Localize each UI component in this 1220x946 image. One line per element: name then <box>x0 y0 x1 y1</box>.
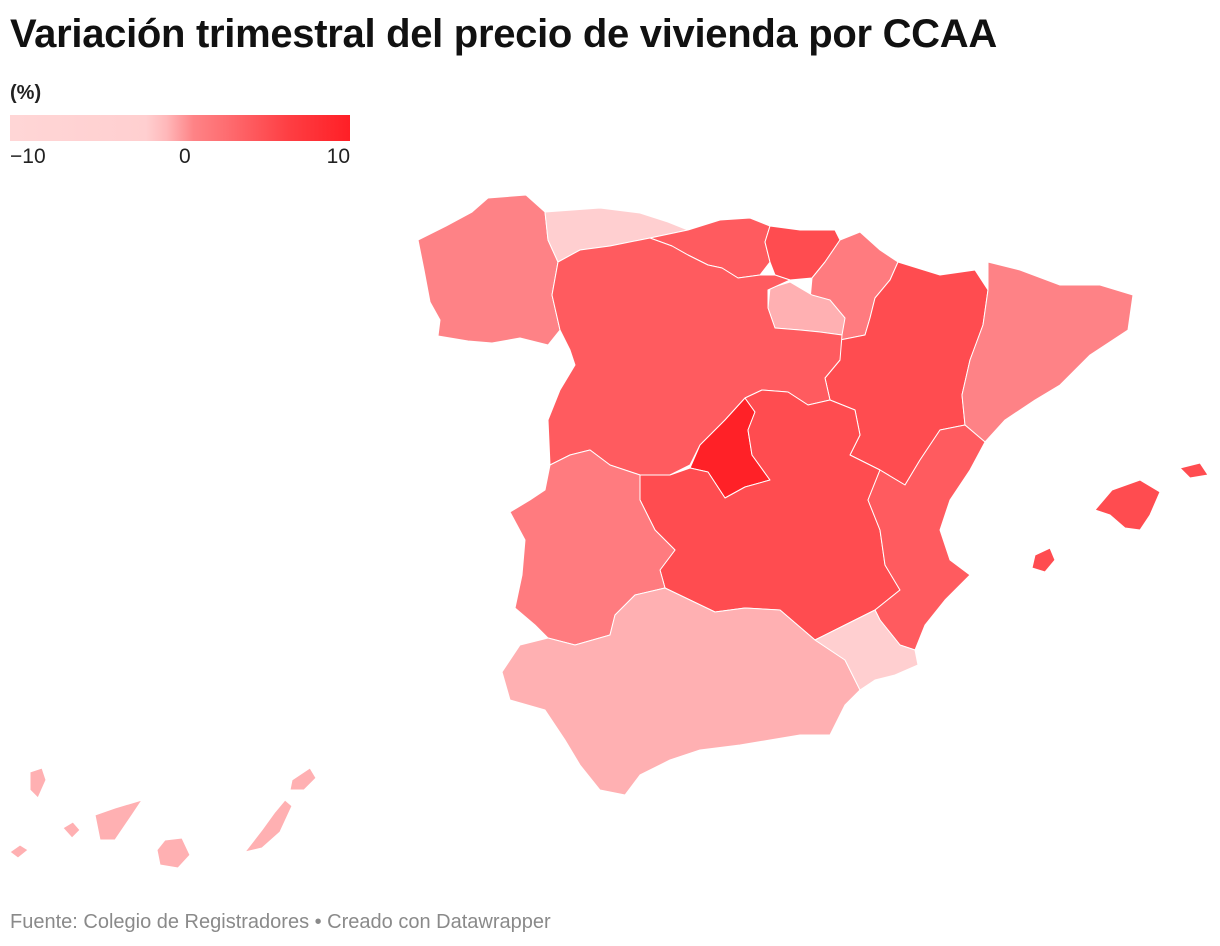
color-legend: (%) −10 0 10 <box>10 82 350 171</box>
legend-tick-min: −10 <box>10 145 46 168</box>
legend-ticks: −10 0 10 <box>10 145 350 171</box>
region-menorca[interactable] <box>1179 462 1209 479</box>
legend-gradient-bar <box>10 115 350 141</box>
region-el-hierro[interactable] <box>9 844 29 859</box>
region-gran-canaria[interactable] <box>156 837 191 869</box>
region-tenerife[interactable] <box>94 799 143 841</box>
region-andalucia[interactable] <box>501 587 861 796</box>
region-lanzarote[interactable] <box>289 767 317 791</box>
legend-unit: (%) <box>10 82 42 104</box>
spain-choropleth-map <box>9 194 1209 869</box>
legend-tick-max: 10 <box>326 145 350 168</box>
region-mallorca[interactable] <box>1094 479 1161 531</box>
region-galicia[interactable] <box>417 194 561 346</box>
legend-tick-mid: 0 <box>179 145 191 168</box>
region-murcia[interactable] <box>814 609 919 691</box>
chart-title: Variación trimestral del precio de vivie… <box>10 12 997 56</box>
region-la-gomera[interactable] <box>62 821 81 839</box>
region-la-palma[interactable] <box>29 767 47 799</box>
region-cataluna[interactable] <box>961 261 1134 443</box>
region-ibiza[interactable] <box>1031 547 1056 573</box>
region-fuerteventura[interactable] <box>244 799 293 853</box>
source-note: Fuente: Colegio de Registradores • Cread… <box>10 911 551 933</box>
